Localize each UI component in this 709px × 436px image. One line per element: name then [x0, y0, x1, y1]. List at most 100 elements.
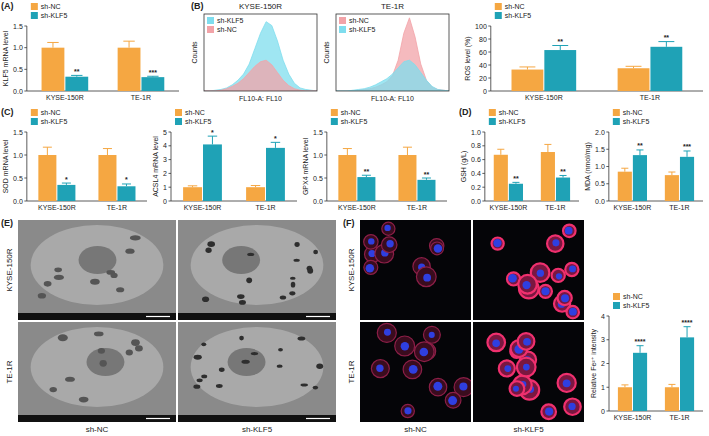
error-bar: [47, 42, 58, 47]
error-line: [52, 42, 53, 47]
row-label: TE-1R: [347, 360, 356, 383]
nucleus: [569, 265, 576, 272]
error-bar: [123, 41, 134, 48]
mitochondrion: [316, 363, 323, 368]
y-tick-label: 0.0: [471, 198, 481, 205]
bar: [509, 184, 523, 201]
micrograph: [18, 220, 176, 320]
plot-frame: [336, 14, 449, 91]
cell: [547, 235, 563, 251]
y-tick-label: 2.0: [595, 129, 605, 136]
error-line: [547, 144, 548, 152]
cell: [539, 285, 552, 298]
legend-label: sh-KLF5: [341, 118, 368, 125]
plot-area: [494, 144, 570, 201]
legend-swatch: [489, 118, 496, 125]
mitochondrion: [193, 385, 200, 389]
bar: [618, 172, 632, 201]
legend-label: sh-KLF5: [185, 118, 212, 125]
histogram-area: [336, 18, 449, 91]
mitochondrion: [126, 349, 133, 355]
error-bar: [147, 76, 158, 78]
error-bar: [621, 168, 628, 171]
legend-swatch: [331, 118, 338, 125]
error-bar: [668, 384, 675, 387]
cell: [445, 392, 461, 408]
scale-bar: [306, 418, 330, 419]
nucleus: [537, 269, 544, 276]
y-tick-label: 0.5: [13, 66, 23, 73]
legend-label: sh-NC: [41, 109, 61, 116]
cell: [518, 333, 535, 350]
error-cap: [47, 42, 58, 43]
y-axis-title: GPX4 mRNA level: [302, 137, 309, 195]
plot-area: [18, 322, 176, 422]
mitochondrion: [110, 273, 117, 278]
y-axis: [608, 132, 609, 201]
cell: [552, 269, 565, 282]
plot-area: [178, 220, 336, 320]
cell: [567, 306, 579, 318]
y-tick-label: 1.0: [13, 44, 23, 51]
nucleus: [504, 365, 511, 372]
plot-frame: [204, 14, 317, 91]
bar: [618, 68, 650, 91]
nucleus: [513, 386, 519, 392]
y-tick-label: 0.5: [313, 175, 323, 182]
mitochondrion: [293, 259, 299, 262]
y-axis-title: GSH (g/L): [460, 151, 468, 183]
scale-strip: [178, 313, 336, 320]
error-bar: [626, 66, 642, 68]
nucleus: [493, 239, 501, 247]
significance-label: **: [513, 175, 519, 182]
y-tick-label: 100: [475, 23, 487, 30]
cell: [364, 235, 378, 249]
nucleus: [565, 227, 573, 235]
x-axis-title: FL10-A: FL10: [371, 95, 414, 102]
legend-label: sh-KLF5: [217, 17, 244, 24]
legend-label: sh-NC: [499, 109, 519, 116]
plot-area: [473, 322, 584, 422]
error-line: [560, 46, 561, 51]
cell: [499, 360, 515, 376]
row-label: TE-1R: [5, 360, 14, 383]
mitochondrion: [301, 384, 308, 387]
y-tick-label: 5: [163, 129, 167, 136]
mitochondrion: [38, 293, 46, 299]
error-bar: [188, 186, 197, 187]
error-bar: [497, 149, 504, 155]
micrograph: [360, 220, 471, 320]
plot-area: [473, 220, 584, 320]
error-bar: [684, 327, 691, 338]
y-axis-title: Counts: [323, 41, 330, 64]
error-line: [129, 41, 130, 48]
error-bar: [552, 46, 568, 51]
bar: [65, 77, 88, 91]
cell: [416, 267, 436, 287]
mitochondrion: [289, 291, 295, 295]
column-label: sh-NC: [86, 425, 109, 434]
mitochondrion: [291, 282, 296, 288]
error-cap: [636, 149, 643, 150]
mitochondrion: [79, 397, 89, 403]
y-tick-label: 1.5: [595, 146, 605, 153]
error-cap: [626, 66, 642, 67]
cell: [518, 275, 537, 294]
plot-area: [360, 220, 471, 320]
bar: [556, 178, 570, 201]
y-tick-label: 0.5: [595, 180, 605, 187]
plot-area: [18, 220, 176, 320]
legend-label: sh-KLF5: [41, 12, 68, 19]
error-bar: [271, 142, 280, 148]
error-bar: [122, 184, 131, 186]
y-tick-label: 4: [601, 313, 605, 320]
y-tick-label: 0: [163, 198, 167, 205]
y-axis: [484, 132, 485, 201]
plot-area: [360, 322, 471, 422]
mitochondrion: [50, 387, 57, 392]
scale-strip: [178, 415, 336, 422]
bar-panel: 0.00.51.01.5GPX4 mRNA levelsh-NCsh-KLF5*…: [302, 109, 447, 211]
legend-swatch: [339, 17, 346, 24]
mitochondrion: [197, 378, 203, 382]
panel-label: (C): [1, 107, 14, 117]
